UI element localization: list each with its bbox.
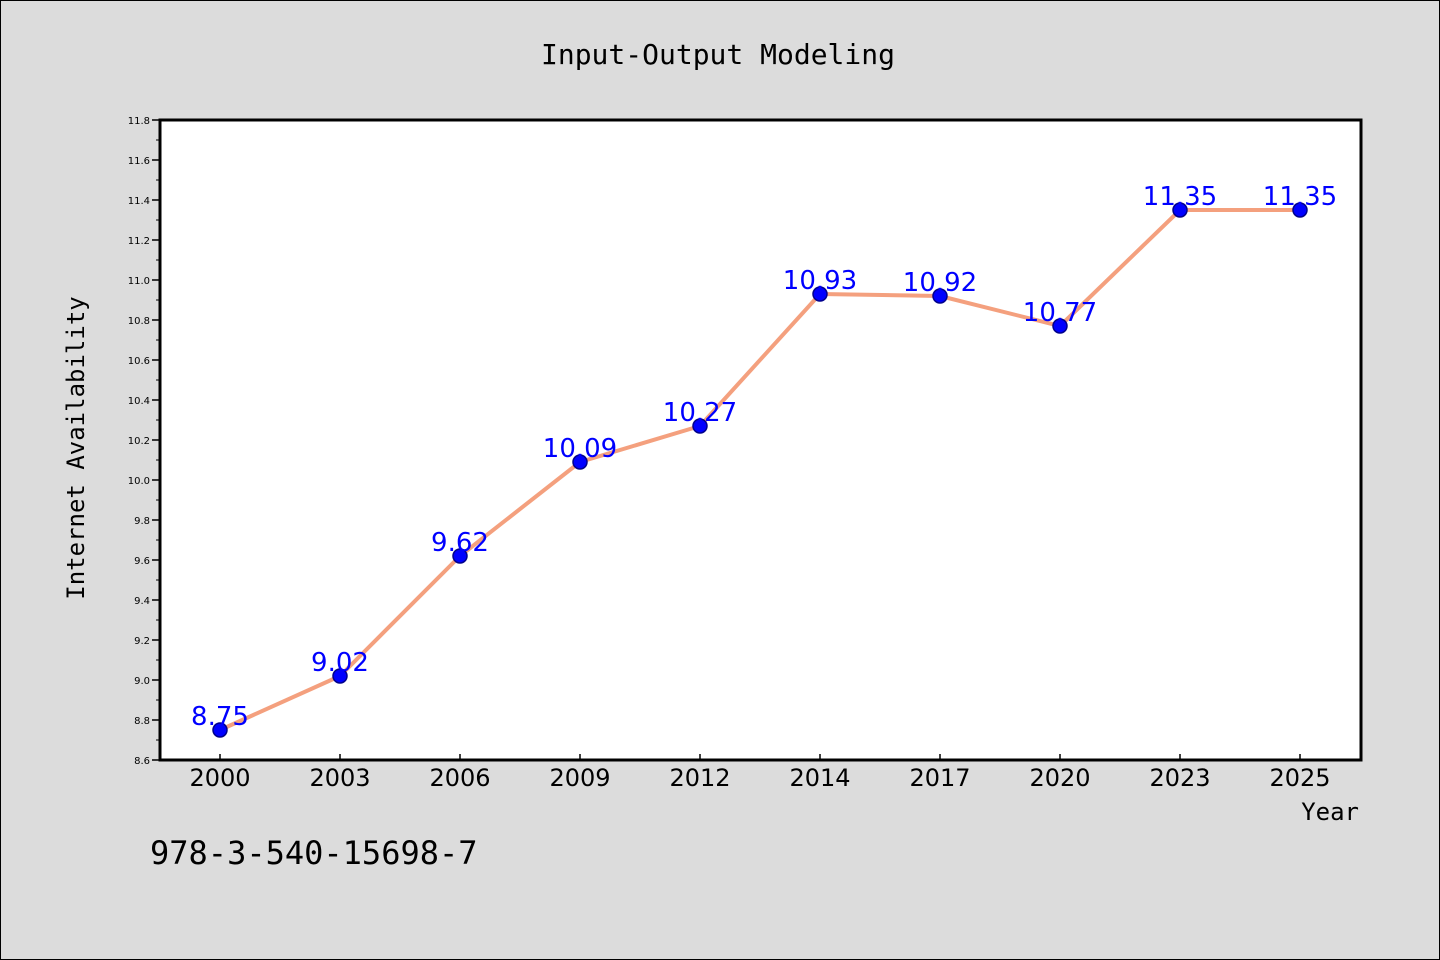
y-tick-label: 10.4 [128,396,150,407]
x-axis: 2000 2003 2006 2009 2012 2014 2017 2020 2023 2025 [189,754,1331,792]
y-axis-label: Internet Availability [62,296,90,599]
y-tick-label: 9.4 [134,596,150,607]
x-tick-label: 2025 [1269,764,1330,792]
y-tick-label: 9.8 [134,516,150,527]
y-tick-label: 11.6 [128,156,150,167]
y-tick-label: 8.8 [134,716,150,727]
x-tick-label: 2000 [189,764,250,792]
data-point [572,454,588,470]
data-label: 11.35 [1263,182,1337,212]
data-label: 10.27 [663,398,737,428]
y-tick-label: 11.0 [128,276,150,287]
footnote-isbn: 978-3-540-15698-7 [150,834,478,872]
data-label: 11.35 [1143,182,1217,212]
data-point [332,668,348,684]
data-label: 10.92 [903,268,977,298]
data-label: 10.93 [783,266,857,296]
y-tick-label: 11.4 [128,196,150,207]
y-tick-label: 9.6 [134,556,150,567]
data-point [932,288,948,304]
data-label: 10.77 [1023,298,1097,328]
chart-title: Input-Output Modeling [541,38,895,71]
y-tick-label: 10.2 [128,436,150,447]
series-layer: 8.75 9.02 9.62 10.09 10.27 10.93 10.92 10.77 11.… [191,182,1337,738]
y-tick-label: 10.6 [128,356,150,367]
data-point [812,286,828,302]
data-point [212,722,228,738]
data-label: 9.62 [431,528,489,558]
data-label: 10.09 [543,434,617,464]
y-tick-label: 11.8 [128,116,150,127]
y-tick-label: 11.2 [128,236,150,247]
data-point [692,418,708,434]
y-tick-label: 8.6 [134,756,150,767]
x-axis-label: Year [1301,798,1359,826]
x-tick-label: 2014 [789,764,850,792]
series-line [219,208,1300,732]
x-tick-label: 2003 [309,764,370,792]
y-tick-label: 9.0 [134,676,150,687]
y-tick-label: 9.2 [134,636,150,647]
y-tick-label: 10.0 [128,476,150,487]
x-tick-label: 2017 [909,764,970,792]
x-tick-label: 2012 [669,764,730,792]
y-tick-label: 10.8 [128,316,150,327]
data-point [1292,202,1308,218]
x-tick-label: 2020 [1029,764,1090,792]
data-point [1052,318,1068,334]
data-label: 9.02 [311,648,369,678]
data-point [1172,202,1188,218]
x-tick-label: 2009 [549,764,610,792]
x-tick-label: 2023 [1149,764,1210,792]
data-label: 8.75 [191,702,249,732]
x-tick-label: 2006 [429,764,490,792]
y-axis: 8.6 8.8 9.0 9.2 9.4 9.6 9.8 10.0 10.2 10.4 10.6 10.… [128,116,160,767]
data-point [452,548,468,564]
